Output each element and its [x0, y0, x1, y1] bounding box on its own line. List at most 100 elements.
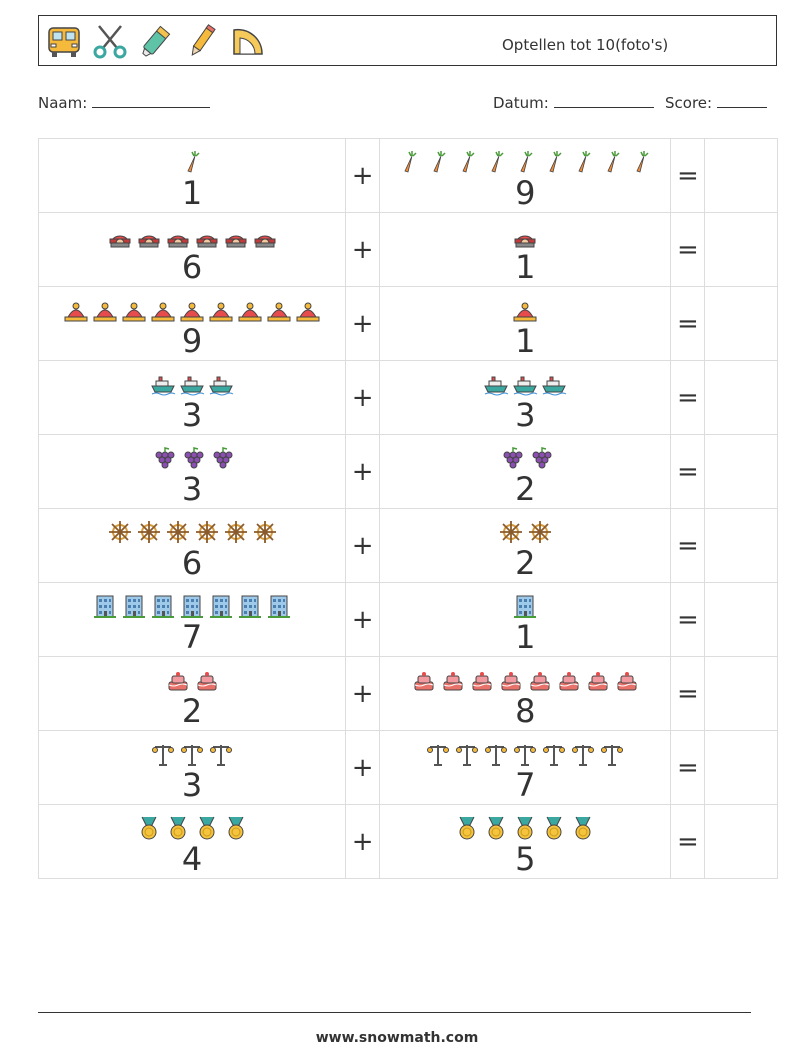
answer-box[interactable] [704, 286, 778, 361]
ship-wheel-icon [499, 520, 522, 543]
answer-box[interactable] [704, 360, 778, 435]
ship-icon [484, 376, 509, 395]
medal-icon [546, 816, 562, 839]
cake-icon [414, 671, 434, 690]
date-blank[interactable] [553, 93, 654, 108]
plus-sign: + [345, 286, 381, 361]
medal-icon [517, 816, 533, 839]
helmet-icon [167, 235, 189, 247]
scissors-icon [93, 25, 127, 59]
ship-wheel-icon [166, 520, 189, 543]
medal-icon [228, 816, 244, 839]
plus-sign: + [345, 212, 381, 287]
footer-divider [38, 1012, 751, 1013]
answer-box[interactable] [704, 434, 778, 509]
answer-box[interactable] [704, 582, 778, 657]
addend-number: 1 [181, 173, 203, 212]
exercise-row: 2 +8 = [37, 656, 778, 731]
picture-group [380, 663, 670, 693]
building-icon [268, 595, 291, 618]
answer-box[interactable] [704, 508, 778, 583]
addend-first: 6 [37, 508, 347, 583]
equals-sign: = [670, 138, 706, 213]
building-icon [181, 595, 204, 618]
medal-icon [575, 816, 591, 839]
carrot-icon [636, 150, 649, 173]
date-field[interactable]: Datum: [493, 93, 654, 112]
addend-number: 5 [515, 839, 536, 878]
building-icon [514, 595, 537, 618]
fire-helmet-icon [151, 302, 175, 321]
score-blank[interactable] [716, 93, 767, 108]
picture-group [39, 737, 345, 767]
cake-icon [472, 671, 492, 690]
picture-group [39, 367, 345, 397]
carrot-icon [607, 150, 620, 173]
addend-number: 3 [181, 395, 203, 434]
fire-helmet-icon [238, 302, 262, 321]
score-field[interactable]: Score: [665, 93, 767, 112]
equals-sign: = [670, 212, 706, 287]
worksheet-title: Optellen tot 10(foto's) [502, 36, 669, 54]
addend-number: 8 [515, 691, 536, 730]
street-lamp-icon [601, 744, 624, 766]
street-lamp-icon [210, 744, 233, 766]
answer-box[interactable] [704, 212, 778, 287]
addend-number: 3 [515, 395, 536, 434]
addend-number: 9 [515, 173, 536, 212]
plus-sign: + [345, 582, 381, 657]
answer-box[interactable] [704, 730, 778, 805]
carrot-icon [549, 150, 562, 173]
addend-second: 9 [379, 138, 672, 213]
answer-box[interactable] [704, 804, 778, 879]
answer-box[interactable] [704, 656, 778, 731]
addend-first: 4 [37, 804, 347, 879]
fire-helmet-icon [513, 302, 537, 321]
carrot-icon [578, 150, 591, 173]
addend-second: 3 [379, 360, 672, 435]
cake-icon [168, 671, 188, 690]
grapes-icon [503, 446, 523, 468]
street-lamp-icon [152, 744, 175, 766]
medal-icon [170, 816, 186, 839]
picture-group [380, 219, 670, 249]
picture-group [380, 515, 670, 545]
addend-number: 2 [181, 691, 203, 730]
exercise-row: 6 +1 = [37, 212, 778, 287]
medal-icon [488, 816, 504, 839]
street-lamp-icon [543, 744, 566, 766]
equals-sign: = [670, 434, 706, 509]
addend-first: 7 [37, 582, 347, 657]
picture-group [380, 441, 670, 471]
addend-number: 1 [515, 247, 536, 286]
name-field[interactable]: Naam: [38, 93, 211, 112]
equals-sign: = [670, 656, 706, 731]
ship-wheel-icon [195, 520, 218, 543]
helmet-icon [196, 235, 218, 247]
addend-number: 3 [181, 765, 203, 804]
protractor-icon [233, 28, 263, 55]
helmet-icon [109, 235, 131, 247]
name-blank[interactable] [92, 93, 211, 108]
addend-second: 2 [379, 434, 672, 509]
cake-icon [588, 671, 608, 690]
addend-second: 1 [379, 582, 672, 657]
ship-wheel-icon [108, 520, 131, 543]
score-label: Score: [665, 94, 713, 112]
addend-number: 6 [181, 543, 203, 582]
fire-helmet-icon [122, 302, 146, 321]
answer-box[interactable] [704, 138, 778, 213]
ship-icon [180, 376, 205, 395]
helmet-icon [225, 235, 247, 247]
grapes-icon [213, 446, 233, 468]
pencil-icon [191, 24, 216, 56]
addend-second: 7 [379, 730, 672, 805]
ship-icon [542, 376, 567, 395]
street-lamp-icon [514, 744, 537, 766]
equals-sign: = [670, 508, 706, 583]
exercise-row: 3 +2 = [37, 434, 778, 509]
ship-wheel-icon [224, 520, 247, 543]
fire-helmet-icon [64, 302, 88, 321]
equals-sign: = [670, 582, 706, 657]
exercise-row: 4 +5 = [37, 804, 778, 879]
